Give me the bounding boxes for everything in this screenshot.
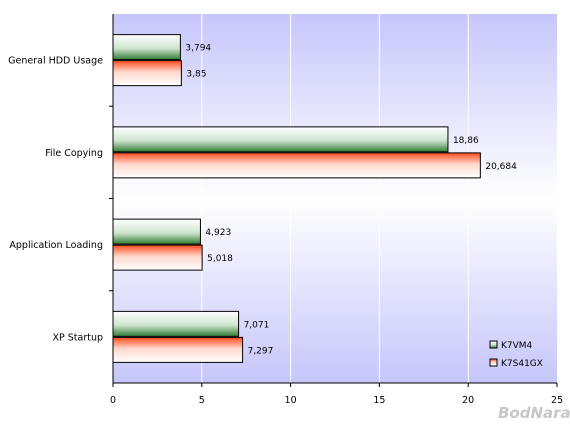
legend-swatch-k7s41gx: [489, 358, 498, 367]
bar-value-label: 7,071: [244, 320, 270, 330]
bar-k7vm4: [112, 126, 449, 153]
bar-k7vm4: [112, 34, 181, 61]
bar-value-label: 4,923: [205, 228, 231, 238]
bar-value-label: 3,794: [185, 44, 211, 54]
legend: K7VM4 K7S41GX: [489, 340, 543, 369]
category-label: XP Startup: [52, 332, 103, 343]
x-tick-label: 10: [285, 395, 297, 406]
x-tick-label: 15: [373, 395, 385, 406]
bar-k7s41gx: [112, 244, 203, 271]
x-tick-label: 20: [462, 395, 474, 406]
category-label: Application Loading: [9, 240, 103, 251]
labels: 0 5 10 15 20 25 General HDD Usage 3,794 3,85 File…: [8, 44, 563, 406]
category-label: File Copying: [45, 148, 103, 159]
legend-swatch-k7vm4: [489, 340, 498, 349]
category-label: General HDD Usage: [8, 56, 103, 67]
bar-value-label: 20,684: [485, 162, 517, 172]
legend-label-k7vm4: K7VM4: [501, 341, 533, 351]
bar-value-label: 5,018: [207, 254, 233, 264]
bar-k7s41gx: [112, 60, 182, 87]
x-tick-label: 25: [551, 395, 563, 406]
bars: [112, 34, 481, 363]
bar-value-label: 18,86: [453, 136, 479, 146]
x-tick-label: 5: [199, 395, 205, 406]
bar-k7s41gx: [112, 152, 481, 179]
bar-k7vm4: [112, 218, 201, 245]
bar-value-label: 7,297: [248, 346, 274, 356]
watermark: BodNara: [498, 404, 570, 422]
x-tick-label: 0: [110, 395, 116, 406]
bar-value-label: 3,85: [186, 70, 206, 80]
bar-k7s41gx: [112, 336, 244, 363]
bar-k7vm4: [112, 310, 240, 337]
legend-label-k7s41gx: K7S41GX: [501, 359, 543, 369]
